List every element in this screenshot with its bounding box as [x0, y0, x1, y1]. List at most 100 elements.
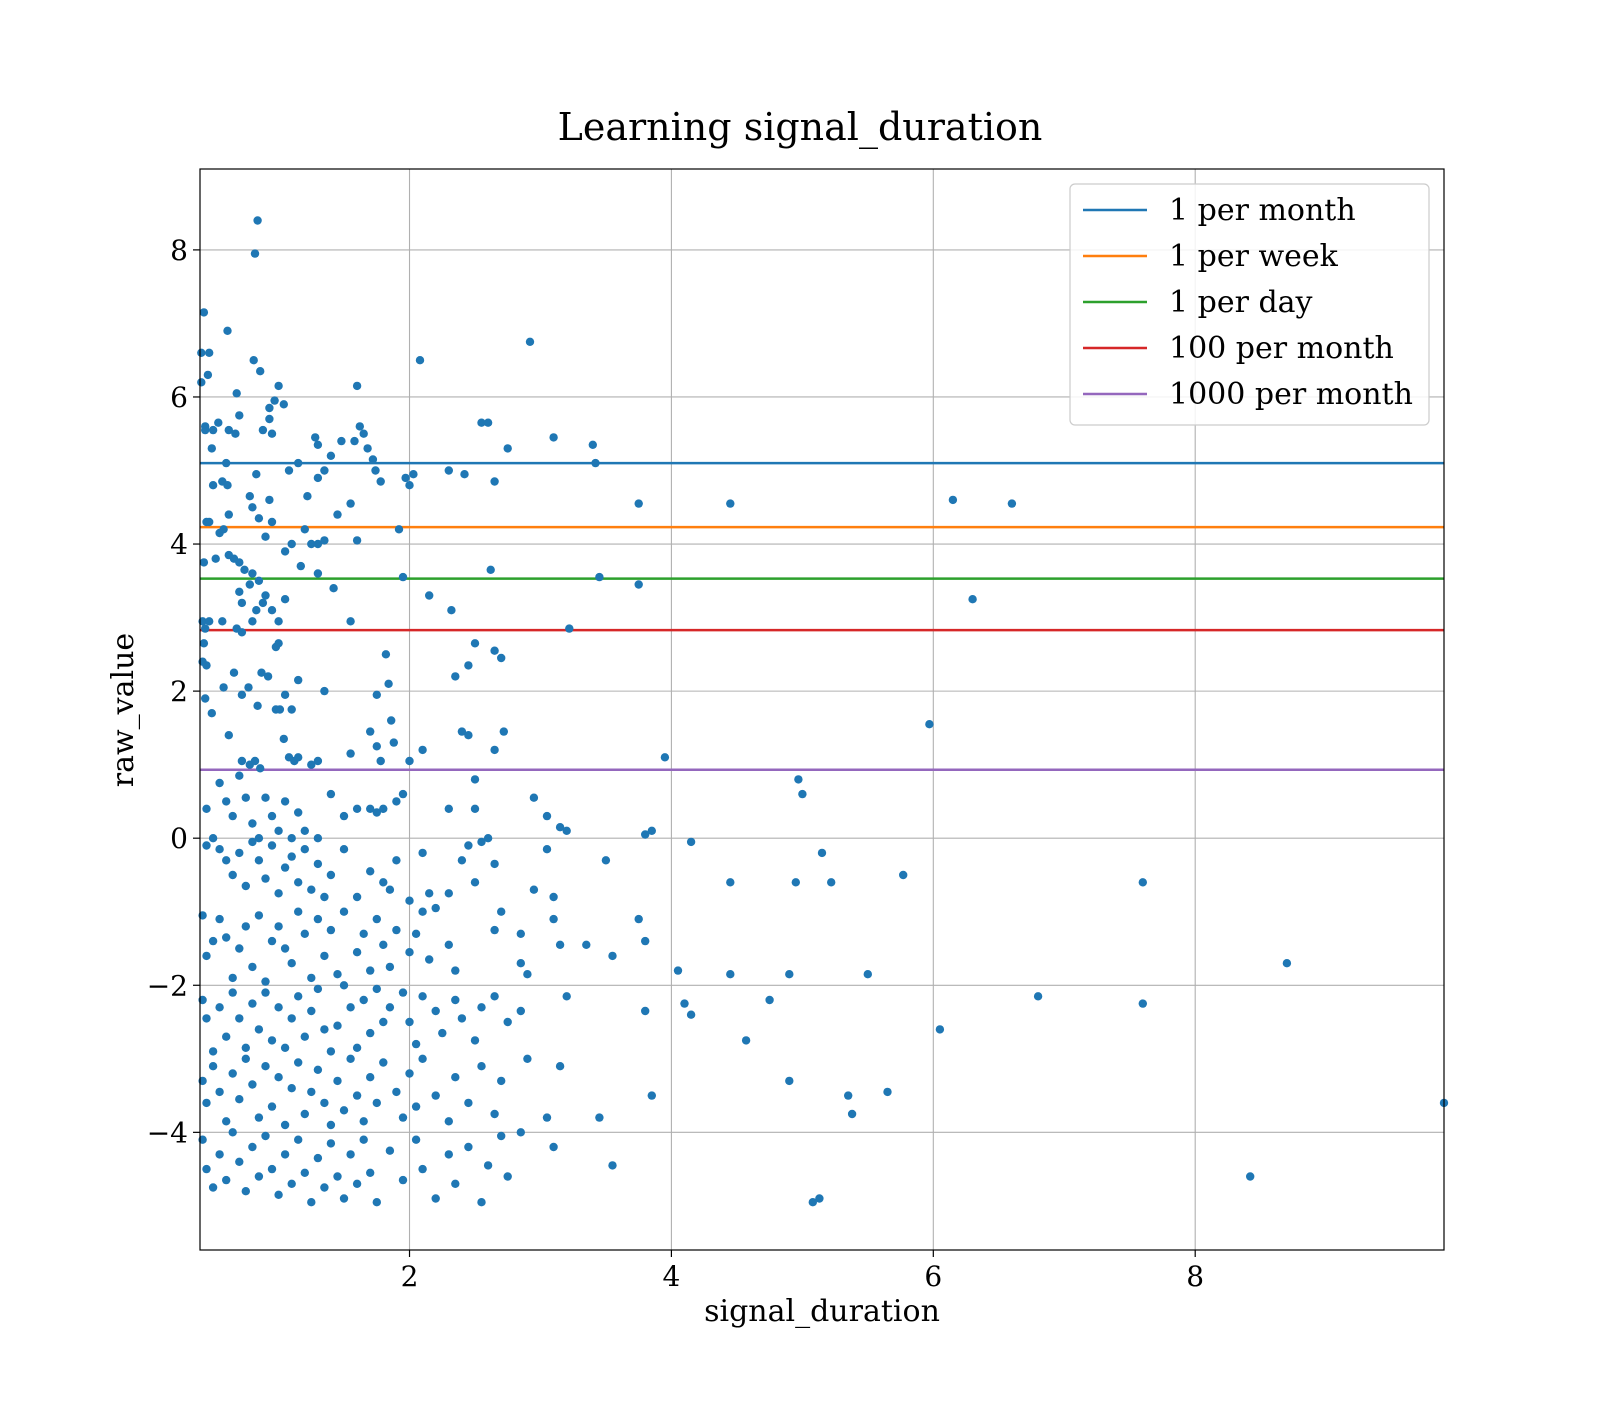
scatter-point: [261, 532, 270, 541]
scatter-point: [366, 1168, 375, 1178]
scatter-point: [228, 1128, 237, 1137]
scatter-point: [313, 914, 323, 924]
scatter-point: [279, 734, 288, 744]
scatter-point: [294, 878, 303, 887]
scatter-point: [346, 499, 355, 508]
scatter-point: [451, 672, 460, 681]
scatter-point: [254, 1025, 264, 1034]
scatter-point: [294, 992, 303, 1001]
scatter-point: [313, 859, 323, 869]
scatter-point: [444, 940, 453, 949]
scatter-point: [320, 686, 329, 696]
plot-frame: [199, 168, 1445, 1251]
scatter-point: [254, 514, 264, 523]
scatter-point: [968, 595, 977, 604]
scatter-point: [202, 661, 211, 670]
scatter-point: [215, 845, 224, 854]
scatter-point: [798, 789, 807, 799]
scatter-point: [384, 679, 393, 688]
scatter-point: [326, 1120, 336, 1130]
scatter-point: [313, 834, 323, 843]
scatter-point: [451, 966, 460, 975]
scatter-point: [208, 936, 218, 946]
scatter-point: [284, 466, 294, 475]
scatter-point: [425, 955, 434, 964]
scatter-point: [815, 1194, 824, 1203]
scatter-point: [477, 1198, 486, 1207]
chart-title: Learning signal_duration: [558, 105, 1043, 150]
scatter-point: [313, 569, 323, 578]
scatter-point: [274, 889, 283, 898]
scatter-point: [641, 1006, 650, 1016]
scatter-point: [431, 1006, 440, 1016]
scatter-point: [785, 1076, 794, 1086]
scatter-point: [565, 624, 574, 633]
scatter-point: [948, 495, 958, 505]
scatter-point: [339, 1106, 349, 1115]
scatter-point: [418, 1164, 427, 1174]
scatter-point: [352, 1091, 362, 1100]
scatter-point: [274, 922, 283, 931]
scatter-point: [499, 727, 508, 736]
scatter-point: [235, 558, 244, 567]
legend-label: 1000 per month: [1169, 377, 1413, 412]
scatter-point: [258, 425, 268, 435]
scatter-point: [320, 1183, 329, 1192]
scatter-point: [214, 418, 223, 427]
scatter-point: [1033, 992, 1043, 1001]
scatter-point: [497, 1131, 506, 1141]
scatter-point: [398, 572, 408, 582]
scatter-point: [490, 477, 499, 486]
scatter-point: [925, 720, 934, 729]
scatter-point: [270, 396, 279, 405]
scatter-point: [451, 995, 460, 1005]
scatter-point: [326, 1139, 336, 1148]
scatter-point: [294, 1058, 303, 1067]
scatter-point: [311, 433, 320, 442]
scatter-point: [470, 775, 480, 784]
scatter-point: [248, 617, 257, 626]
scatter-point: [379, 1017, 388, 1027]
scatter-point: [549, 892, 558, 902]
scatter-point: [202, 841, 211, 850]
scatter-point: [307, 760, 316, 769]
scatter-point: [280, 547, 290, 556]
scatter-point: [477, 837, 486, 847]
x-tick-label: 4: [662, 1260, 680, 1293]
scatter-point: [235, 848, 244, 858]
scatter-point: [647, 1091, 656, 1100]
scatter-point: [641, 936, 650, 946]
scatter-point: [1138, 999, 1148, 1008]
scatter-point: [222, 1032, 231, 1041]
scatter-point: [486, 565, 495, 574]
scatter-point: [307, 1198, 316, 1207]
scatter-point: [591, 458, 600, 468]
scatter-point: [256, 764, 265, 773]
scatter-point: [765, 995, 774, 1005]
scatter-point: [245, 580, 254, 589]
scatter-point: [525, 337, 535, 346]
scatter-point: [261, 793, 270, 802]
scatter-point: [555, 940, 565, 949]
scatter-point: [222, 797, 231, 806]
scatter-point: [457, 727, 467, 736]
scatter-point: [490, 992, 499, 1001]
scatter-point: [516, 929, 525, 938]
scatter-point: [294, 675, 303, 685]
scatter-point: [366, 804, 375, 813]
scatter-point: [346, 617, 355, 626]
scatter-point: [847, 1109, 857, 1119]
scatter-point: [523, 1054, 532, 1064]
scatter-point: [313, 539, 323, 549]
scatter-point: [222, 458, 231, 468]
scatter-point: [634, 914, 643, 924]
scatter-point: [208, 1062, 218, 1071]
scatter-point: [542, 845, 552, 854]
scatter-point: [254, 1113, 264, 1122]
scatter-point: [280, 944, 290, 953]
scatter-point: [307, 973, 316, 983]
scatter-point: [1246, 1172, 1255, 1181]
scatter-point: [219, 683, 228, 692]
scatter-point: [372, 808, 381, 817]
scatter-point: [490, 925, 499, 935]
